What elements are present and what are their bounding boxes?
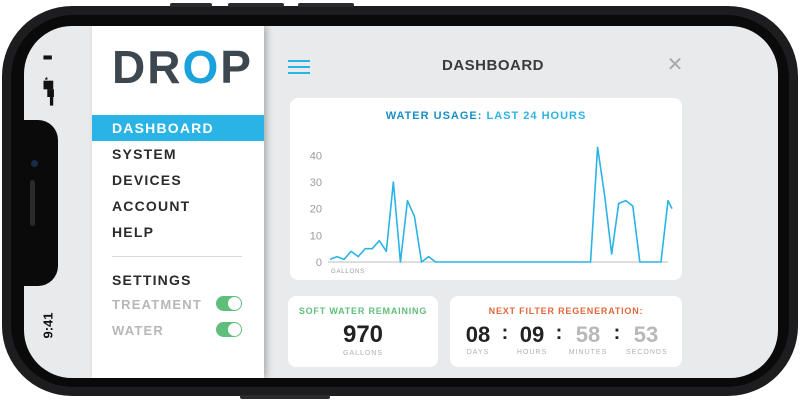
water-toggle[interactable]	[216, 322, 242, 337]
chart-title-prefix: WATER USAGE:	[385, 110, 483, 122]
sidebar-item-system[interactable]: SYSTEM	[112, 146, 177, 162]
toggle-knob	[228, 297, 241, 310]
setting-treatment-label: TREATMENT	[112, 297, 202, 312]
volume-down-button	[298, 3, 354, 7]
usage-line	[329, 146, 673, 263]
countdown-minutes-unit: MINUTES	[568, 349, 608, 356]
signal-icon: ▂▄▆	[41, 80, 54, 106]
sidebar-divider	[112, 256, 242, 257]
y-tick-label: 30	[310, 177, 322, 189]
camera-icon	[31, 160, 38, 167]
y-axis-ticks: 40 30 20 10 0	[310, 150, 322, 269]
soft-water-card: SOFT WATER REMAINING 970 GALLONS	[288, 296, 438, 367]
y-tick-label: 0	[316, 257, 322, 269]
countdown-days: 08	[465, 322, 491, 347]
volume-up-button	[228, 3, 284, 7]
soft-water-title: SOFT WATER REMAINING	[298, 306, 428, 316]
chart-title: WATER USAGE: LAST 24 HOURS	[290, 110, 682, 122]
countdown-separator: :	[555, 322, 563, 344]
countdown-days-unit: DAYS	[466, 349, 490, 356]
water-usage-card: WATER USAGE: LAST 24 HOURS 40 30 20 10 0 GAL…	[290, 98, 682, 280]
soft-water-value: 970	[342, 321, 384, 348]
regeneration-title: NEXT FILTER REGENERATION:	[488, 306, 644, 316]
countdown-seconds: 53	[633, 322, 659, 347]
countdown-separator: :	[613, 322, 621, 344]
x-axis-unit: GALLONS	[331, 269, 365, 275]
setting-water-label: WATER	[112, 323, 164, 338]
regeneration-card: NEXT FILTER REGENERATION: 08 DAYS : 09 H…	[450, 296, 682, 367]
countdown-seconds-unit: SECONDS	[626, 349, 668, 356]
sidebar-item-help[interactable]: HELP	[112, 224, 155, 240]
close-icon[interactable]: ✕	[666, 54, 684, 76]
logo-suffix: P	[220, 41, 253, 93]
side-button	[240, 395, 330, 399]
phone-frame: ▮ ◔ ▂▄▆ 9:41 DROP DASHBOARD SYSTEM DEVIC…	[2, 3, 798, 399]
chart-title-suffix: LAST 24 HOURS	[486, 110, 587, 122]
mute-switch	[170, 3, 212, 7]
sidebar-item-account[interactable]: ACCOUNT	[112, 198, 191, 214]
screen: ▮ ◔ ▂▄▆ 9:41 DROP DASHBOARD SYSTEM DEVIC…	[24, 26, 778, 378]
hamburger-icon[interactable]	[288, 60, 310, 74]
sidebar-item-devices[interactable]: DEVICES	[112, 172, 182, 188]
y-tick-label: 10	[310, 230, 322, 242]
notch	[24, 120, 58, 286]
countdown-hours-unit: HOURS	[516, 349, 548, 356]
y-tick-label: 20	[310, 204, 322, 216]
logo-drop: O	[182, 41, 221, 93]
setting-water: WATER	[112, 320, 242, 340]
logo-prefix: DR	[112, 41, 183, 93]
battery-icon: ▮	[41, 54, 54, 61]
settings-title[interactable]: SETTINGS	[112, 272, 192, 288]
toggle-knob	[228, 323, 241, 336]
water-usage-chart: 40 30 20 10 0 GALLONS	[310, 146, 673, 275]
status-time: 9:41	[40, 312, 56, 339]
sidebar-nav: DASHBOARD SYSTEM DEVICES ACCOUNT HELP	[92, 115, 264, 245]
speaker-grille	[30, 180, 35, 226]
soft-water-unit: GALLONS	[342, 350, 384, 357]
y-tick-label: 40	[310, 150, 322, 162]
countdown-separator: :	[501, 322, 509, 344]
setting-treatment: TREATMENT	[112, 294, 242, 314]
drop-logo: DROP	[112, 44, 253, 90]
page-title: DASHBOARD	[442, 57, 544, 74]
main-content: DASHBOARD ✕ WATER USAGE: LAST 24 HOURS 4…	[264, 26, 778, 378]
countdown-minutes: 58	[575, 322, 601, 347]
sidebar: DROP DASHBOARD SYSTEM DEVICES ACCOUNT HE…	[92, 26, 264, 378]
countdown-hours: 09	[519, 322, 545, 347]
sidebar-item-dashboard[interactable]: DASHBOARD	[92, 115, 264, 141]
treatment-toggle[interactable]	[216, 296, 242, 311]
